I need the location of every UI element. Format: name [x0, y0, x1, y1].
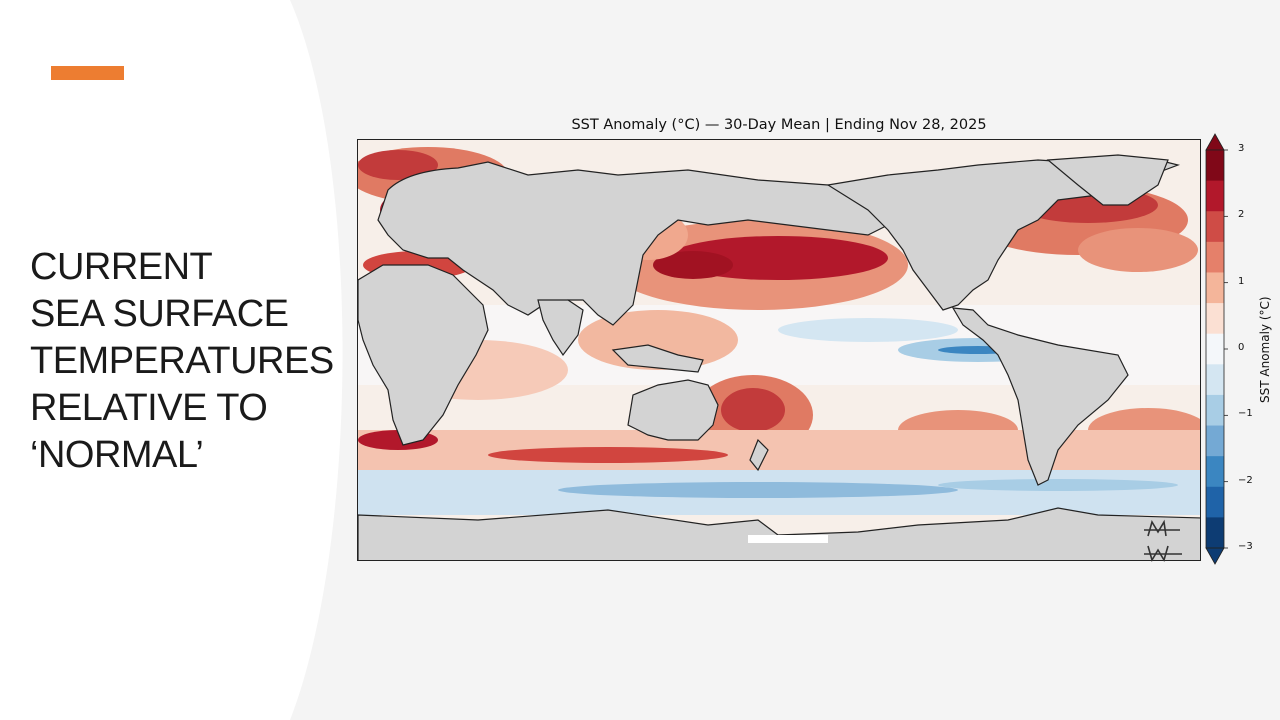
- colorbar-tick-label: 2: [1238, 209, 1245, 221]
- left-panel: [0, 0, 343, 720]
- sea-ice-patch: [748, 535, 828, 543]
- colorbar: [1205, 133, 1228, 565]
- map-canvas: [358, 140, 1200, 560]
- colorbar-segment: [1206, 364, 1224, 396]
- title-line: CURRENT: [30, 246, 213, 288]
- colorbar-extend-max: [1205, 133, 1225, 151]
- title-line: SEA SURFACE: [30, 293, 289, 335]
- land-south-america: [951, 307, 1129, 486]
- land-greenland: [1046, 154, 1169, 206]
- land-australia: [627, 379, 719, 441]
- colorbar-segment: [1206, 180, 1224, 212]
- colorbar-segment: [1206, 486, 1224, 518]
- colorbar-tick-label: −3: [1238, 541, 1253, 552]
- land-antarctica: [358, 507, 1200, 560]
- land-india: [537, 299, 584, 357]
- title-line: TEMPERATURES: [30, 340, 334, 382]
- colorbar-segment: [1206, 333, 1224, 365]
- land-north-america: [826, 159, 1181, 311]
- colorbar-segment: [1206, 456, 1224, 488]
- map-title: SST Anomaly (°C) — 30-Day Mean | Ending …: [571, 117, 987, 133]
- colorbar-segment: [1206, 517, 1224, 549]
- land-eurasia: [377, 161, 900, 326]
- cool-anomaly-patch: [938, 479, 1178, 491]
- southern-ocean-warm-band: [358, 430, 1200, 470]
- warm-anomaly-patch: [358, 150, 438, 180]
- colorbar-tick-label: 1: [1238, 275, 1245, 287]
- warm-anomaly-patch: [653, 251, 733, 279]
- colorbar-segment: [1206, 211, 1224, 243]
- colorbar-extend-min: [1205, 547, 1225, 565]
- signature-stroke: [1144, 545, 1182, 562]
- cool-anomaly-patch: [778, 318, 958, 342]
- land-africa: [358, 264, 489, 446]
- colorbar-tick-label: −1: [1238, 408, 1253, 420]
- signature-logo-icon: [1144, 519, 1182, 562]
- cool-anomaly-patch: [558, 482, 958, 498]
- colorbar-tick-label: 3: [1238, 143, 1245, 154]
- warm-anomaly-patch: [1078, 228, 1198, 272]
- title-line: RELATIVE TO: [30, 387, 268, 429]
- colorbar-segment: [1206, 150, 1224, 182]
- colorbar-segment: [1206, 241, 1224, 273]
- accent-bar: [51, 66, 124, 80]
- sst-anomaly-map: [357, 139, 1201, 561]
- land-new-zealand: [749, 438, 769, 472]
- colorbar-label: SST Anomaly (°C): [1258, 296, 1272, 404]
- title-line: ‘NORMAL’: [30, 434, 204, 476]
- warm-anomaly-patch: [488, 447, 728, 463]
- colorbar-segment: [1206, 394, 1224, 427]
- land-masses: [358, 154, 1200, 560]
- colorbar-tick-label: −2: [1238, 474, 1253, 486]
- land-indonesia: [611, 344, 704, 373]
- colorbar-segment: [1206, 425, 1224, 457]
- slide-title: CURRENT SEA SURFACE TEMPERATURES RELATIV…: [30, 244, 334, 479]
- warm-anomaly-patch: [721, 388, 785, 432]
- signature-stroke: [1144, 519, 1180, 537]
- colorbar-tick-label: 0: [1238, 342, 1245, 353]
- colorbar-segment: [1206, 272, 1224, 304]
- colorbar-segment: [1206, 303, 1224, 335]
